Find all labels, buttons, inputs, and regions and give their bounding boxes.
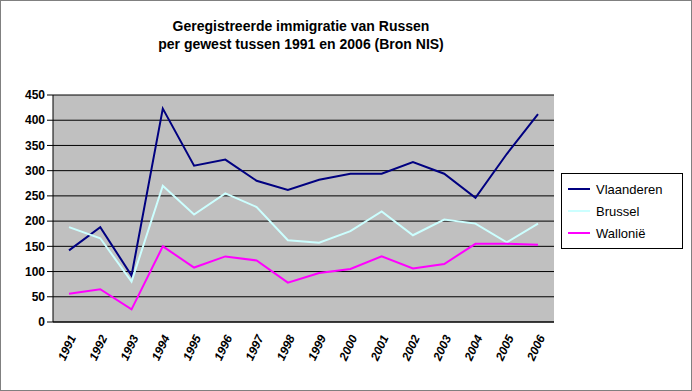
svg-text:1991: 1991	[55, 332, 79, 362]
svg-text:1996: 1996	[211, 332, 235, 362]
html-text:Geregistreerde immigratie van: Geregistreerde immigratie van Russen	[172, 18, 430, 34]
html-text:per gewest tussen 1991 en 2006: per gewest tussen 1991 en 2006 (Bron NIS…	[158, 36, 444, 52]
svg-text:0: 0	[38, 315, 45, 329]
svg-text:350: 350	[25, 139, 45, 153]
svg-text:2005: 2005	[492, 332, 517, 363]
html-text:Vlaanderen: Vlaanderen	[596, 181, 663, 197]
svg-text:50: 50	[32, 290, 46, 304]
svg-text:2001: 2001	[367, 332, 392, 363]
svg-text:450: 450	[25, 88, 45, 102]
svg-text:1992: 1992	[86, 332, 110, 362]
svg-text:400: 400	[25, 113, 45, 127]
svg-text:1997: 1997	[243, 332, 268, 363]
svg-text:100: 100	[25, 265, 45, 279]
svg-text:1999: 1999	[305, 332, 329, 362]
svg-text:300: 300	[25, 164, 45, 178]
svg-text:150: 150	[25, 240, 45, 254]
svg-text:2000: 2000	[336, 332, 361, 363]
html-text:Wallonië: Wallonië	[596, 225, 646, 241]
svg-text:2002: 2002	[399, 332, 424, 363]
svg-text:1995: 1995	[180, 332, 204, 362]
svg-text:1993: 1993	[118, 332, 142, 362]
svg-text:1994: 1994	[149, 332, 173, 362]
svg-text:250: 250	[25, 189, 45, 203]
svg-text:2004: 2004	[461, 332, 486, 363]
svg-text:1998: 1998	[274, 332, 298, 362]
svg-text:2003: 2003	[430, 332, 455, 363]
html-text:Brussel: Brussel	[596, 203, 640, 219]
svg-text:2006: 2006	[524, 332, 549, 363]
svg-text:200: 200	[25, 214, 45, 228]
